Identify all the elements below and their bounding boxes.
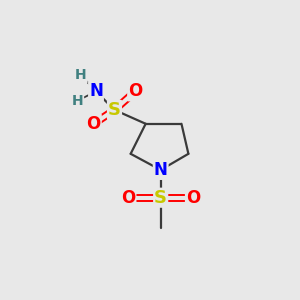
Text: O: O: [121, 189, 136, 207]
Text: O: O: [128, 82, 142, 100]
Text: H: H: [72, 94, 83, 108]
Text: O: O: [186, 189, 200, 207]
Text: S: S: [108, 101, 121, 119]
Text: S: S: [154, 189, 167, 207]
Text: N: N: [89, 82, 103, 100]
Text: H: H: [75, 68, 87, 82]
Text: N: N: [154, 161, 168, 179]
Text: O: O: [87, 115, 101, 133]
